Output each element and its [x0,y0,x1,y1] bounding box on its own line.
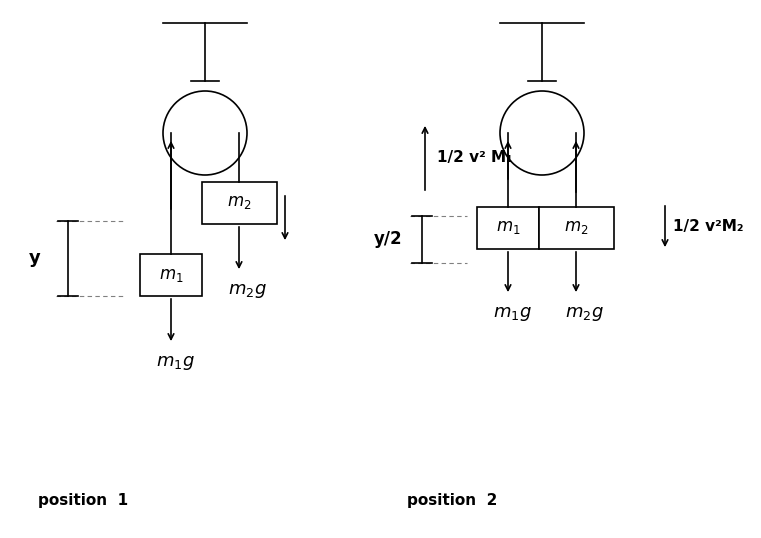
Text: $m_2g$: $m_2g$ [565,305,603,323]
Text: 1/2 v²M₂: 1/2 v²M₂ [673,219,743,234]
Bar [202,182,276,224]
Text: position  2: position 2 [407,492,498,507]
Text: y/2: y/2 [374,230,403,249]
Text: $m_1g$: $m_1g$ [155,354,194,372]
Text: $m_1$: $m_1$ [495,220,521,237]
Text: position  1: position 1 [38,492,128,507]
Text: $m_2$: $m_2$ [564,220,588,237]
Text: $m_1$: $m_1$ [159,266,183,284]
Bar [539,207,613,249]
Text: $m_2g$: $m_2g$ [228,282,266,300]
Bar [477,207,539,249]
Text: $m_1g$: $m_1g$ [492,305,531,323]
Text: y: y [29,250,41,267]
Text: 1/2 v² M₁: 1/2 v² M₁ [437,151,513,166]
Text: $m_2$: $m_2$ [227,195,251,211]
Bar [140,254,202,296]
